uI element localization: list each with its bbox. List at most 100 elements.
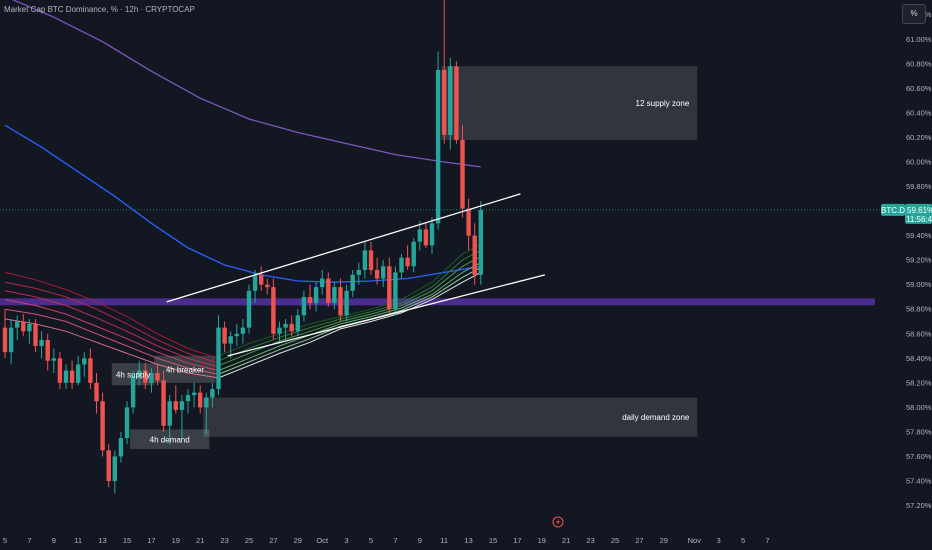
candle-body xyxy=(198,392,203,408)
channel-lower-line xyxy=(227,274,546,357)
candle-body xyxy=(307,296,313,304)
candle-body xyxy=(137,370,142,377)
lightning-icon[interactable] xyxy=(552,516,564,528)
zone-labels-layer: 12 supply zone daily demand zone 4h supply… xyxy=(116,99,690,444)
candle-body xyxy=(57,358,63,383)
time-axis[interactable]: 5 7 9 11 13 15 17 19 21 23 25 27 29 Oct 3 5 7 9 11 13 15 17 19… xyxy=(3,536,770,545)
candle-body xyxy=(277,327,282,334)
moving-averages-layer xyxy=(4,0,482,379)
candle-body xyxy=(112,456,117,482)
time-tick-label: 15 xyxy=(123,536,131,545)
candle-body xyxy=(100,401,105,451)
candle-body xyxy=(326,278,331,304)
price-tick-label: 61.00% xyxy=(906,35,932,44)
candle-body xyxy=(271,287,276,334)
time-tick-label: Oct xyxy=(316,536,329,545)
candle-body xyxy=(448,66,453,135)
symbol-tag-label: BTC.D xyxy=(881,206,905,215)
candle-body xyxy=(472,235,477,275)
candle-body xyxy=(435,69,441,224)
price-tick-label: 60.20% xyxy=(906,133,932,142)
candle-body xyxy=(460,139,465,209)
price-tick-label: 58.20% xyxy=(906,378,932,387)
symbol-tag xyxy=(881,203,905,216)
candle-body xyxy=(39,339,44,347)
candle-body xyxy=(320,278,325,288)
candle-body xyxy=(222,327,227,344)
time-tick-label: 25 xyxy=(611,536,619,545)
candle-body xyxy=(124,407,130,439)
candle-body xyxy=(240,327,246,334)
time-tick-label: 21 xyxy=(562,536,570,545)
time-tick-label: 29 xyxy=(660,536,668,545)
last-price-tag-layer: BTC.D59.61%11:56:49 xyxy=(0,203,932,224)
time-tick-label: 5 xyxy=(369,536,373,545)
price-tick-label: 60.40% xyxy=(906,108,932,117)
time-tick-label: 25 xyxy=(245,536,253,545)
candle-body xyxy=(332,287,337,304)
candle-body xyxy=(362,250,368,270)
time-tick-label: 19 xyxy=(538,536,546,545)
candle-body xyxy=(313,287,319,304)
candle-body xyxy=(161,380,166,426)
price-axis-background xyxy=(875,0,932,550)
percent-scale-button[interactable]: % xyxy=(902,4,926,24)
time-tick-label: 3 xyxy=(345,536,349,545)
price-tick-label: 60.60% xyxy=(906,84,932,93)
candle-body xyxy=(387,266,392,310)
zone-label: 4h breaker xyxy=(166,365,205,374)
ma-purple-line xyxy=(11,0,481,168)
candle-body xyxy=(118,438,124,457)
candle-body xyxy=(393,272,398,310)
candle-body xyxy=(350,274,355,291)
candle-body xyxy=(265,284,270,288)
candle-body xyxy=(82,358,87,365)
candle-body xyxy=(143,370,148,383)
candle-body xyxy=(417,229,422,242)
candle-body xyxy=(130,376,136,408)
price-tick-label: 58.00% xyxy=(906,403,932,412)
time-tick-label: 5 xyxy=(3,536,7,545)
time-tick-label: 7 xyxy=(765,536,769,545)
candle-body xyxy=(106,450,111,482)
candle-body xyxy=(2,327,8,353)
time-tick-label: 27 xyxy=(269,536,277,545)
candle-body xyxy=(234,333,239,337)
ma-blue-line xyxy=(4,124,481,283)
candle-body xyxy=(423,229,429,246)
zone-label: 4h demand xyxy=(150,435,190,444)
candle-body xyxy=(338,287,343,316)
time-tick-label: 17 xyxy=(513,536,521,545)
ma-red-band-line xyxy=(4,298,219,372)
candle-body xyxy=(259,274,264,285)
candle-body xyxy=(51,358,56,361)
channel-layer xyxy=(166,193,546,357)
price-axis[interactable]: 57.20% 57.40% 57.60% 57.80% 58.00% 58.20% 58.4… xyxy=(875,0,932,550)
candle-body xyxy=(149,373,154,383)
candle-body xyxy=(210,388,215,398)
candle-body xyxy=(429,223,435,246)
candle-body xyxy=(246,290,252,328)
candle-body xyxy=(283,323,288,328)
candle-body xyxy=(216,327,221,389)
chart-title: Market Cap BTC Dominance, % · 12h · CRYP… xyxy=(4,5,195,14)
candle-body xyxy=(405,257,410,267)
candles-layer xyxy=(2,0,483,494)
candle-body xyxy=(69,370,75,383)
candle-body xyxy=(399,257,404,273)
time-tick-label: 21 xyxy=(196,536,204,545)
candle-body xyxy=(167,401,172,426)
time-tick-label: 15 xyxy=(489,536,497,545)
time-tick-label: 5 xyxy=(741,536,745,545)
candle-body xyxy=(173,401,178,410)
time-tick-label: 13 xyxy=(98,536,106,545)
candle-body xyxy=(411,241,416,267)
ma-green-band-line xyxy=(218,249,482,362)
price-tick-label: 58.40% xyxy=(906,354,932,363)
zone-box xyxy=(203,397,698,437)
candle-body xyxy=(76,364,81,383)
time-tick-label: 7 xyxy=(393,536,397,545)
price-tick-label: 60.80% xyxy=(906,59,932,68)
time-tick-label: 11 xyxy=(74,536,82,545)
